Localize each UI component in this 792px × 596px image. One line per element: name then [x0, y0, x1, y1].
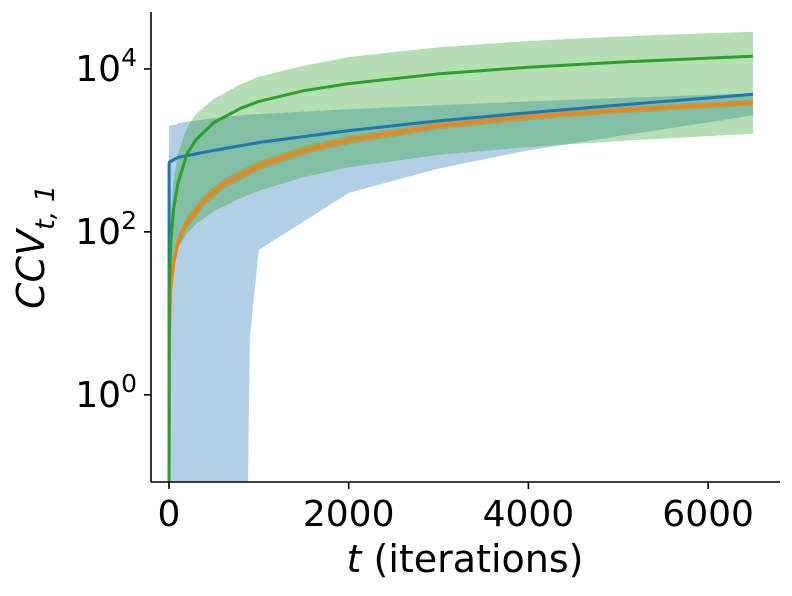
x-axis-label: t (iterations): [347, 537, 584, 581]
line-series-1: [167, 92, 754, 483]
series-lines: [167, 54, 754, 483]
y-tick-label: 100: [75, 369, 137, 416]
x-axis-label-var: t: [347, 537, 364, 581]
y-axis-label-sub: t, 1: [30, 185, 61, 230]
confidence-bands: [169, 31, 753, 483]
line-series-3: [167, 54, 754, 483]
x-axis-label-rest: (iterations): [361, 537, 583, 581]
y-tick-label: 102: [75, 206, 137, 253]
band-series-3: [169, 31, 753, 483]
x-tick-label: 2000: [303, 494, 395, 535]
band-series-1: [169, 93, 753, 482]
x-tick-label: 0: [158, 494, 181, 535]
line-series-2: [167, 101, 754, 483]
axes: [150, 12, 780, 483]
y-axis-label: CCVt, 1: [9, 185, 61, 309]
y-tick-label: 104: [75, 43, 137, 90]
x-tick-label: 4000: [483, 494, 575, 535]
y-axis-label-main: CCV: [9, 227, 53, 309]
x-tick-label: 6000: [662, 494, 754, 535]
y-ticks: 100 102 104: [75, 43, 151, 416]
x-ticks: 0 2000 4000 6000: [158, 482, 754, 535]
